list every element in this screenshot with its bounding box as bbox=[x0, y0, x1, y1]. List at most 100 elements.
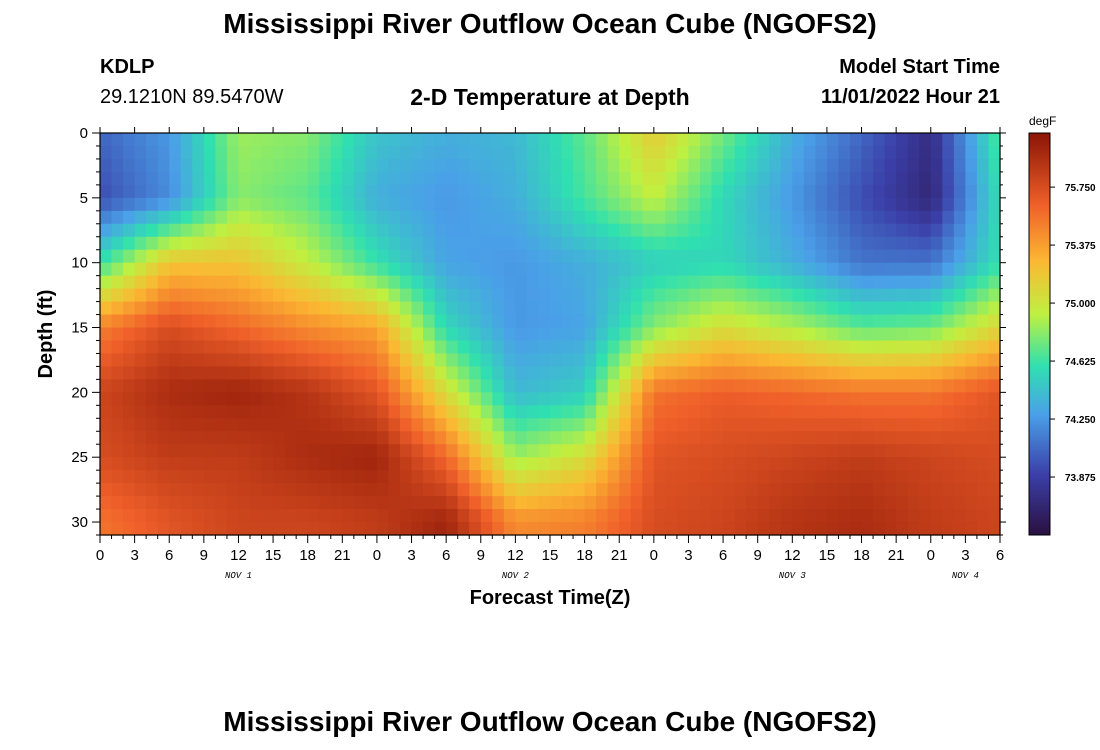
heatmap-cell bbox=[226, 171, 240, 186]
heatmap-cell bbox=[596, 522, 609, 536]
heatmap-cell bbox=[319, 327, 332, 342]
heatmap-cell bbox=[388, 184, 401, 199]
heatmap-cell bbox=[365, 379, 378, 393]
heatmap-cell bbox=[215, 262, 228, 277]
heatmap-cell bbox=[250, 236, 263, 251]
heatmap-cell bbox=[469, 301, 482, 316]
heatmap-cell bbox=[780, 158, 793, 173]
heatmap-cell bbox=[284, 184, 297, 199]
heatmap-cell bbox=[896, 133, 909, 147]
heatmap-cell bbox=[469, 470, 482, 484]
heatmap-cell bbox=[261, 158, 274, 173]
heatmap-cell bbox=[607, 522, 620, 536]
heatmap-cell bbox=[100, 522, 113, 536]
heatmap-cell bbox=[642, 431, 655, 445]
heatmap-cell bbox=[988, 288, 1001, 303]
heatmap-cell bbox=[619, 223, 632, 238]
heatmap-cell bbox=[550, 158, 563, 173]
heatmap-cell bbox=[769, 431, 782, 445]
heatmap-cell bbox=[711, 275, 724, 290]
x-tick-label: 18 bbox=[299, 547, 316, 564]
heatmap-cell bbox=[365, 210, 378, 225]
heatmap-cell bbox=[330, 275, 343, 290]
heatmap-cell bbox=[561, 366, 574, 380]
heatmap-cell bbox=[480, 262, 493, 277]
heatmap-cell bbox=[919, 197, 932, 212]
heatmap-cell bbox=[492, 275, 505, 290]
heatmap-cell bbox=[803, 418, 816, 432]
heatmap-cell bbox=[330, 236, 343, 251]
heatmap-cell bbox=[515, 301, 528, 316]
heatmap-cell bbox=[134, 418, 147, 432]
heatmap-cell bbox=[642, 145, 655, 160]
heatmap-cell bbox=[330, 145, 343, 160]
heatmap-cell bbox=[423, 327, 436, 342]
heatmap-cell bbox=[907, 444, 920, 458]
heatmap-cell bbox=[261, 275, 274, 290]
heatmap-cell bbox=[642, 158, 655, 173]
heatmap-cell bbox=[215, 392, 228, 406]
heatmap-cell bbox=[203, 223, 216, 238]
heatmap-cell bbox=[192, 483, 205, 497]
heatmap-cell bbox=[953, 431, 966, 445]
heatmap-cell bbox=[642, 418, 655, 432]
heatmap-cell bbox=[642, 457, 655, 471]
heatmap-cell bbox=[169, 405, 182, 419]
heatmap-cell bbox=[965, 145, 978, 160]
heatmap-cell bbox=[561, 275, 574, 290]
heatmap-cell bbox=[653, 275, 666, 290]
heatmap-cell bbox=[100, 327, 113, 342]
heatmap-cell bbox=[815, 418, 828, 432]
heatmap-cell bbox=[596, 431, 609, 445]
heatmap-cell bbox=[561, 483, 574, 497]
heatmap-cell bbox=[688, 392, 701, 406]
heatmap-cell bbox=[757, 392, 770, 406]
heatmap-cell bbox=[630, 236, 643, 251]
heatmap-cell bbox=[146, 353, 159, 368]
heatmap-cell bbox=[965, 197, 978, 212]
heatmap-cell bbox=[146, 418, 159, 432]
heatmap-cell bbox=[169, 418, 182, 432]
heatmap-cell bbox=[723, 275, 736, 290]
heatmap-cell bbox=[676, 133, 690, 147]
heatmap-cell bbox=[503, 353, 516, 368]
heatmap-cell bbox=[665, 496, 678, 510]
heatmap-cell bbox=[169, 522, 182, 536]
heatmap-cell bbox=[630, 301, 643, 316]
heatmap-cell bbox=[526, 223, 540, 238]
heatmap-cell bbox=[100, 392, 113, 406]
heatmap-cell bbox=[503, 249, 516, 264]
heatmap-cell bbox=[192, 327, 205, 342]
heatmap-cell bbox=[180, 301, 193, 316]
heatmap-cell bbox=[861, 223, 874, 238]
heatmap-cell bbox=[930, 288, 943, 303]
heatmap-cell bbox=[734, 210, 747, 225]
heatmap-cell bbox=[226, 236, 240, 251]
heatmap-cell bbox=[111, 444, 124, 458]
heatmap-cell bbox=[123, 509, 136, 523]
heatmap-cell bbox=[642, 288, 655, 303]
heatmap-cell bbox=[826, 275, 840, 290]
x-tick-label: 12 bbox=[507, 547, 524, 564]
heatmap-cell bbox=[896, 379, 909, 393]
heatmap-cell bbox=[619, 457, 632, 471]
heatmap-cell bbox=[157, 444, 170, 458]
heatmap-cell bbox=[780, 249, 793, 264]
heatmap-cell bbox=[388, 366, 401, 380]
x-tick-label: 0 bbox=[96, 547, 104, 564]
heatmap-cell bbox=[365, 444, 378, 458]
heatmap-cell bbox=[503, 210, 516, 225]
heatmap-cell bbox=[365, 327, 378, 342]
heatmap-cell bbox=[769, 223, 782, 238]
heatmap-cell bbox=[676, 197, 690, 212]
heatmap-cell bbox=[192, 366, 205, 380]
heatmap-cell bbox=[123, 236, 136, 251]
heatmap-cell bbox=[250, 392, 263, 406]
heatmap-cell bbox=[423, 418, 436, 432]
heatmap-cell bbox=[688, 171, 701, 186]
heatmap-cell bbox=[146, 327, 159, 342]
heatmap-cell bbox=[688, 223, 701, 238]
heatmap-cell bbox=[480, 405, 493, 419]
heatmap-cell bbox=[146, 158, 159, 173]
heatmap-cell bbox=[273, 184, 286, 199]
